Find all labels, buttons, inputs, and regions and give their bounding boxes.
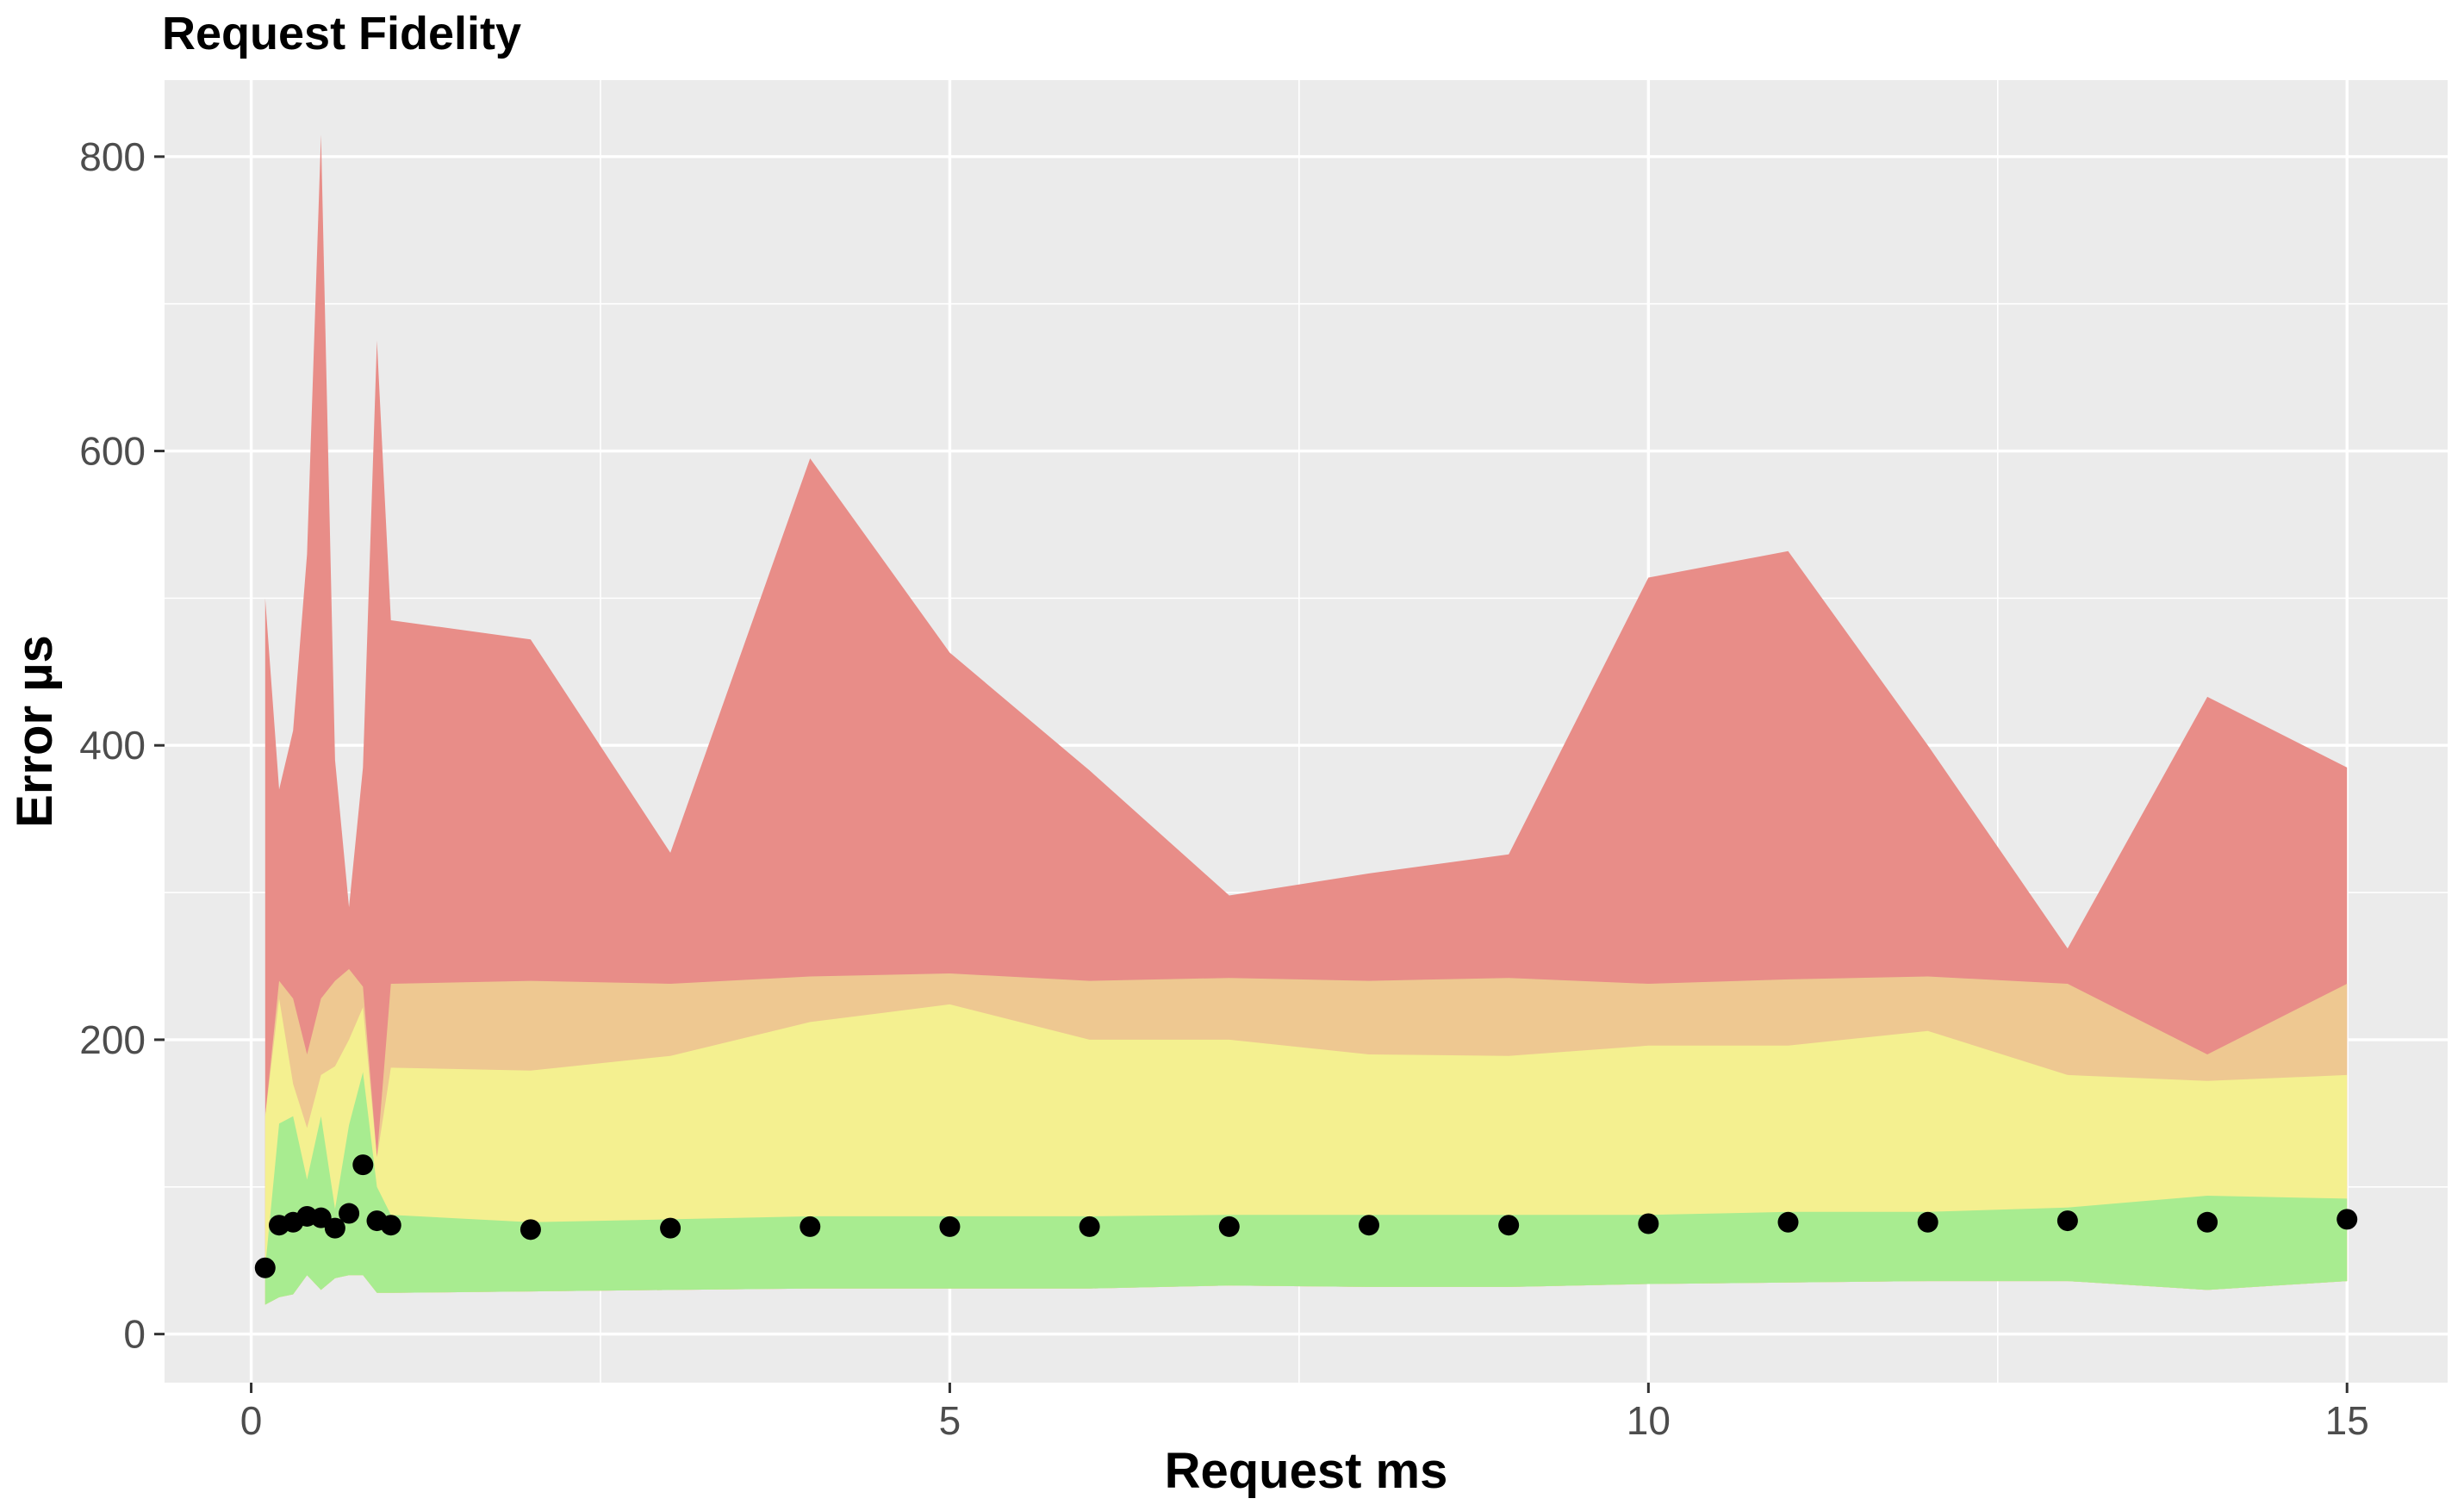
data-point (254, 1257, 276, 1278)
y-tick-label: 0 (123, 1312, 146, 1357)
data-point (1777, 1211, 1799, 1233)
data-point (2056, 1210, 2078, 1232)
y-tick-label: 200 (79, 1017, 146, 1062)
data-point (1498, 1215, 1520, 1236)
data-point (800, 1216, 821, 1237)
data-point (520, 1219, 541, 1241)
y-axis-title: Error µs (7, 635, 63, 828)
data-point (380, 1215, 401, 1236)
data-point (1218, 1216, 1240, 1237)
y-tick-label: 400 (79, 723, 146, 768)
x-axis: 0 5 10 15 (240, 1383, 2369, 1443)
data-point (1358, 1215, 1379, 1236)
mean-points (254, 1154, 2358, 1278)
x-tick-label: 5 (939, 1398, 961, 1443)
data-point (2336, 1209, 2358, 1230)
error-bands (264, 134, 2348, 1305)
y-axis: 0 200 400 600 800 (79, 134, 165, 1357)
x-tick-label: 0 (240, 1398, 263, 1443)
chart-title: Request Fidelity (162, 8, 521, 59)
data-point (1917, 1211, 1938, 1233)
data-point (339, 1203, 360, 1224)
data-point (660, 1217, 681, 1239)
data-point (2197, 1211, 2218, 1233)
x-axis-title: Request ms (1165, 1443, 1448, 1499)
data-point (352, 1154, 374, 1176)
data-point (939, 1216, 961, 1237)
data-point (324, 1217, 345, 1239)
x-tick-label: 10 (1627, 1398, 1671, 1443)
y-tick-label: 600 (79, 429, 146, 474)
x-tick-label: 15 (2325, 1398, 2369, 1443)
y-tick-label: 800 (79, 134, 146, 179)
data-point (1079, 1216, 1100, 1237)
green-band (264, 1072, 2348, 1305)
data-point (1638, 1213, 1659, 1234)
